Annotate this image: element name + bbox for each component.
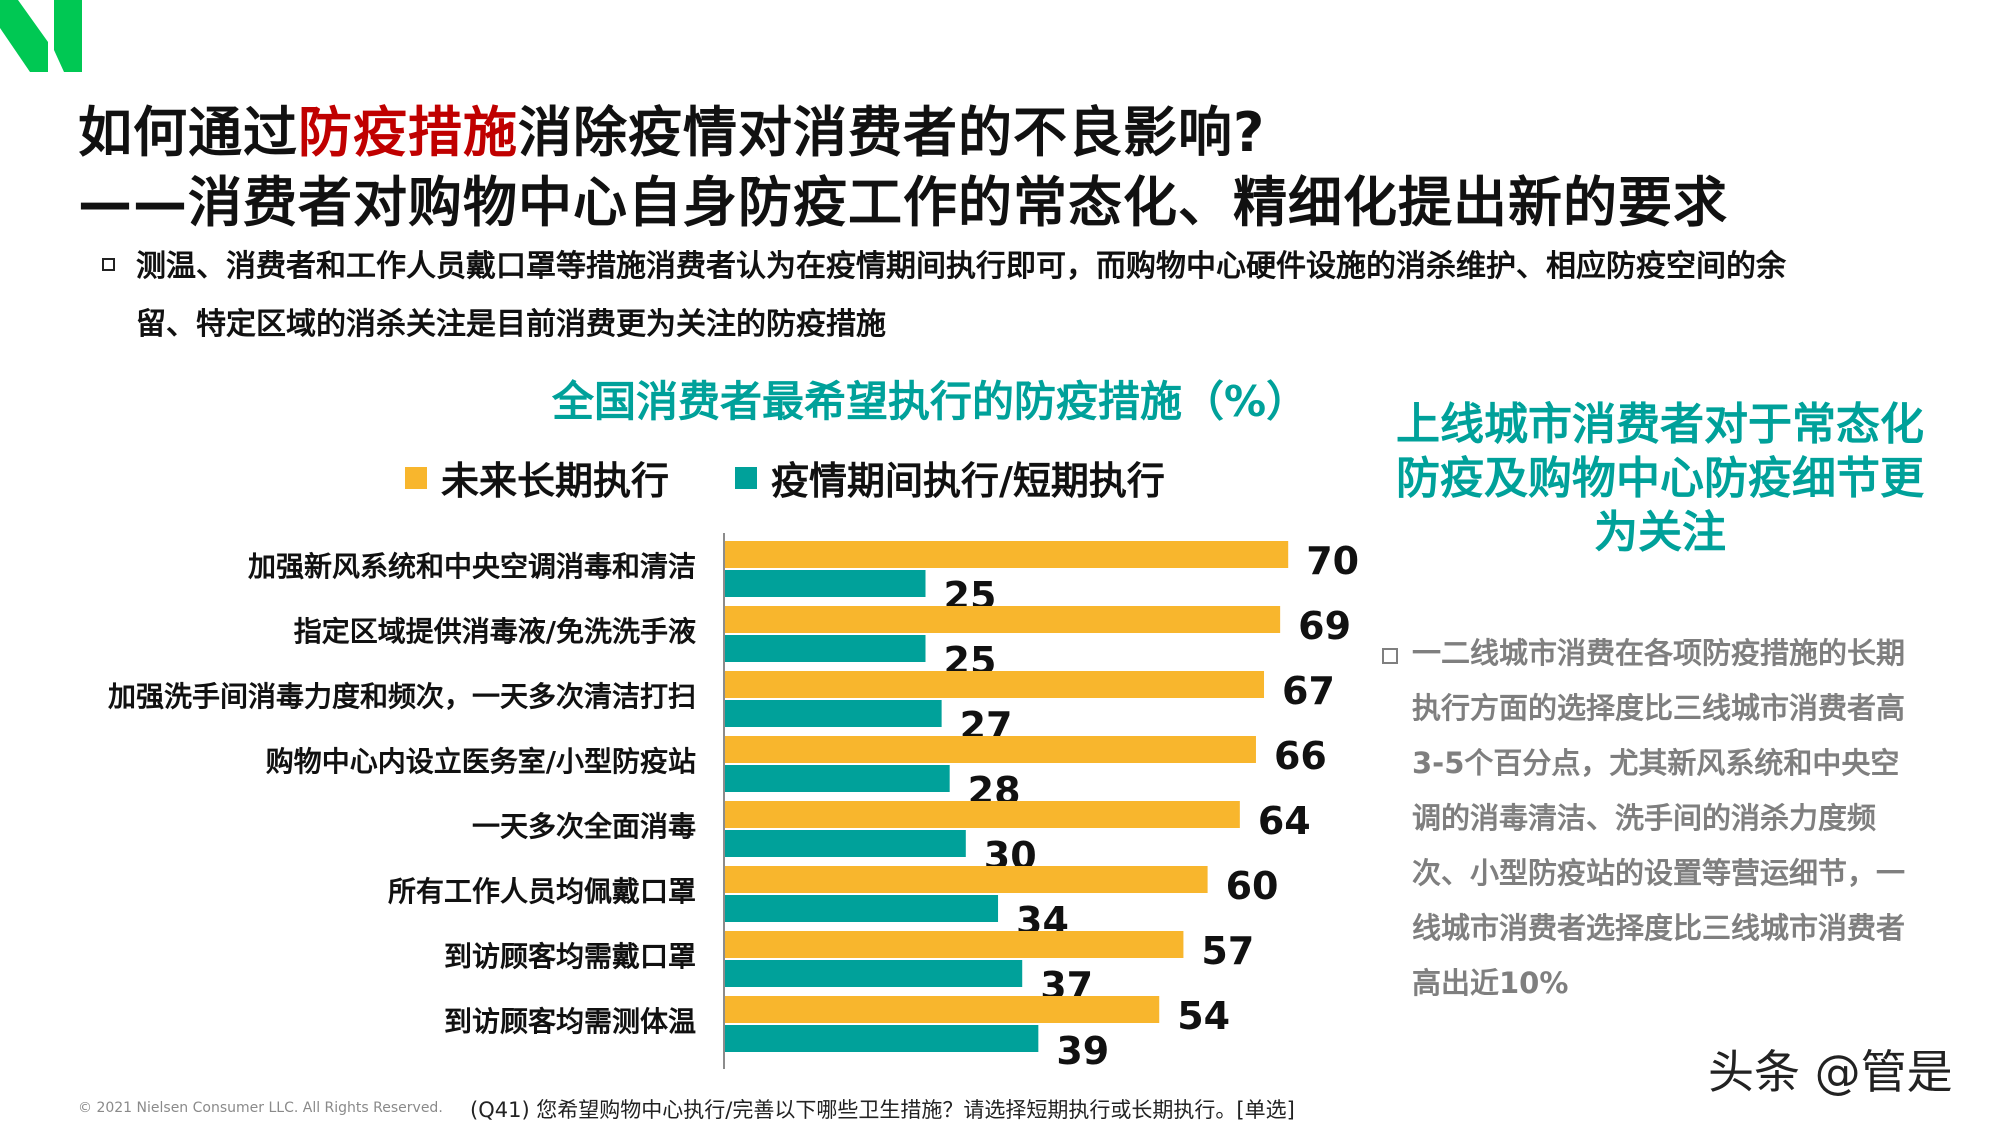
bar-short-term bbox=[724, 1025, 1039, 1052]
bar-short-term bbox=[724, 895, 999, 922]
data-label-long-term: 66 bbox=[1274, 734, 1327, 778]
category-label: 加强新风系统和中央空调消毒和清洁 bbox=[248, 550, 696, 583]
category-label: 购物中心内设立医务室/小型防疫站 bbox=[266, 745, 696, 778]
bar-long-term bbox=[724, 801, 1240, 828]
data-label-long-term: 69 bbox=[1298, 604, 1351, 648]
bar-long-term bbox=[724, 866, 1208, 893]
legend-label-short-term: 疫情期间执行/短期执行 bbox=[771, 459, 1165, 503]
legend-item-short-term: 疫情期间执行/短期执行 bbox=[735, 450, 1165, 505]
bar-long-term bbox=[724, 606, 1281, 633]
data-label-long-term: 67 bbox=[1282, 669, 1335, 713]
copyright-text: © 2021 Nielsen Consumer LLC. All Rights … bbox=[78, 1100, 443, 1116]
category-label: 到访顾客均需测体温 bbox=[444, 1005, 696, 1038]
bar-long-term bbox=[724, 996, 1160, 1023]
bar-short-term bbox=[724, 765, 950, 792]
chart-title: 全国消费者最希望执行的防疫措施（%） bbox=[552, 377, 1309, 426]
data-label-long-term: 70 bbox=[1306, 539, 1359, 583]
title-prefix: 如何通过 bbox=[78, 101, 298, 164]
data-label-long-term: 57 bbox=[1201, 929, 1254, 973]
data-label-short-term: 39 bbox=[1056, 1029, 1109, 1073]
right-panel-heading: 上线城市消费者对于常态化防疫及购物中心防疫细节更为关注 bbox=[1396, 399, 1924, 558]
bullet-text-line2: 留、特定区域的消杀关注是目前消费更为关注的防疫措施 bbox=[136, 307, 886, 342]
category-label: 所有工作人员均佩戴口罩 bbox=[388, 875, 696, 908]
page-title-line1: 如何通过防疫措施消除疫情对消费者的不良影响? bbox=[78, 88, 1265, 167]
nielsen-logo bbox=[0, 0, 82, 72]
legend-swatch-long-term bbox=[405, 466, 427, 489]
right-bullet-square-icon bbox=[1382, 648, 1398, 664]
data-label-long-term: 60 bbox=[1226, 864, 1279, 908]
bullet-text-line1: 测温、消费者和工作人员戴口罩等措施消费者认为在疫情期间执行即可，而购物中心硬件设… bbox=[136, 249, 1786, 284]
right-panel-text: 一二线城市消费在各项防疫措施的长期执行方面的选择度比三线城市消费者高3-5个百分… bbox=[1412, 636, 1906, 1000]
title-highlight: 防疫措施 bbox=[298, 101, 518, 164]
category-label: 一天多次全面消毒 bbox=[472, 810, 696, 843]
legend-label-long-term: 未来长期执行 bbox=[441, 459, 670, 503]
title-suffix: 消除疫情对消费者的不良影响? bbox=[518, 101, 1266, 164]
legend-swatch-short-term bbox=[735, 466, 757, 489]
data-label-long-term: 54 bbox=[1177, 994, 1230, 1038]
bar-short-term bbox=[724, 960, 1023, 987]
bar-short-term bbox=[724, 635, 926, 662]
legend-item-long-term: 未来长期执行 bbox=[405, 450, 669, 505]
page-subtitle: ——消费者对购物中心自身防疫工作的常态化、精细化提出新的要求 bbox=[78, 171, 1728, 234]
bar-long-term bbox=[724, 671, 1265, 698]
bar-short-term bbox=[724, 830, 966, 857]
watermark-text: 头条 @管是 bbox=[1708, 1045, 1953, 1099]
data-label-long-term: 64 bbox=[1258, 799, 1311, 843]
bar-long-term bbox=[724, 736, 1256, 763]
survey-question-note: (Q41) 您希望购物中心执行/完善以下哪些卫生措施？请选择短期执行或长期执行。… bbox=[470, 1098, 1295, 1122]
category-label: 到访顾客均需戴口罩 bbox=[444, 940, 696, 973]
bullet-square-icon bbox=[102, 258, 115, 271]
bar-long-term bbox=[724, 931, 1184, 958]
category-label: 加强洗手间消毒力度和频次，一天多次清洁打扫 bbox=[108, 680, 696, 713]
bar-short-term bbox=[724, 570, 926, 597]
bar-long-term bbox=[724, 541, 1289, 568]
bar-short-term bbox=[724, 700, 942, 727]
category-label: 指定区域提供消毒液/免洗洗手液 bbox=[294, 615, 696, 648]
